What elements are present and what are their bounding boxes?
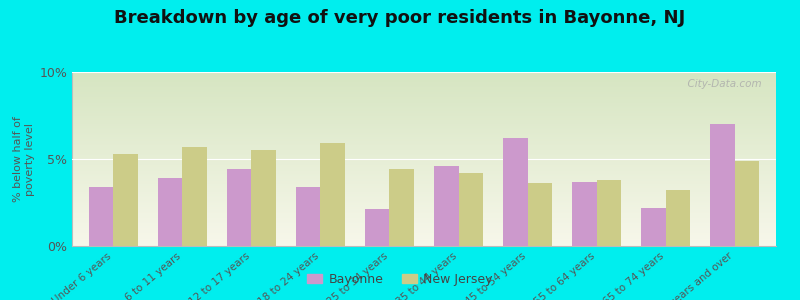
Bar xyxy=(390,169,414,246)
Bar xyxy=(90,187,114,246)
Legend: Bayonne, New Jersey: Bayonne, New Jersey xyxy=(302,268,498,291)
Bar xyxy=(710,124,734,246)
Bar xyxy=(666,190,690,246)
Bar xyxy=(251,150,276,246)
Bar xyxy=(227,169,251,246)
Y-axis label: % below half of
poverty level: % below half of poverty level xyxy=(14,116,35,202)
Text: City-Data.com: City-Data.com xyxy=(682,79,762,89)
Bar xyxy=(597,180,621,246)
Bar xyxy=(527,183,552,246)
Bar xyxy=(642,208,666,246)
Bar xyxy=(366,209,390,246)
Bar xyxy=(503,138,527,246)
Bar xyxy=(182,147,206,246)
Bar xyxy=(158,178,182,246)
Bar xyxy=(458,173,482,246)
Bar xyxy=(296,187,321,246)
Bar xyxy=(572,182,597,246)
Bar xyxy=(114,154,138,246)
Bar xyxy=(434,166,458,246)
Bar xyxy=(321,143,345,246)
Bar xyxy=(734,161,758,246)
Text: Breakdown by age of very poor residents in Bayonne, NJ: Breakdown by age of very poor residents … xyxy=(114,9,686,27)
